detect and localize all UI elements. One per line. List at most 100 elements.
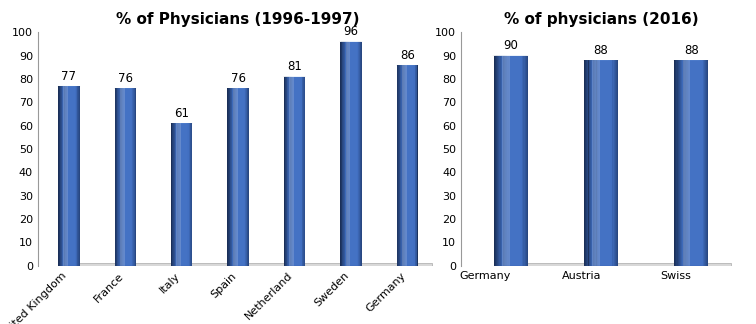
- Polygon shape: [284, 77, 285, 266]
- Polygon shape: [233, 88, 234, 266]
- Polygon shape: [358, 42, 359, 266]
- Polygon shape: [523, 56, 525, 266]
- Polygon shape: [287, 77, 288, 266]
- Polygon shape: [702, 60, 704, 266]
- Polygon shape: [677, 60, 679, 266]
- Polygon shape: [503, 56, 504, 266]
- Polygon shape: [115, 88, 116, 266]
- Polygon shape: [590, 60, 591, 266]
- Polygon shape: [118, 88, 119, 266]
- Polygon shape: [288, 77, 289, 266]
- Polygon shape: [584, 60, 585, 266]
- Polygon shape: [416, 65, 417, 266]
- Polygon shape: [284, 77, 285, 266]
- Polygon shape: [60, 86, 61, 266]
- Polygon shape: [502, 56, 510, 266]
- Polygon shape: [344, 42, 345, 266]
- Polygon shape: [173, 123, 174, 266]
- Polygon shape: [414, 65, 415, 266]
- Polygon shape: [403, 65, 404, 266]
- Polygon shape: [500, 56, 502, 266]
- Polygon shape: [399, 65, 400, 266]
- Polygon shape: [230, 88, 231, 266]
- Polygon shape: [119, 88, 120, 266]
- Polygon shape: [179, 123, 180, 266]
- Polygon shape: [361, 42, 362, 266]
- Polygon shape: [248, 88, 249, 266]
- Polygon shape: [192, 123, 193, 266]
- Polygon shape: [502, 56, 503, 266]
- Polygon shape: [342, 42, 343, 266]
- Polygon shape: [527, 56, 528, 266]
- Polygon shape: [704, 60, 705, 266]
- Polygon shape: [498, 56, 500, 266]
- Polygon shape: [188, 123, 189, 266]
- Polygon shape: [191, 123, 192, 266]
- Polygon shape: [177, 123, 178, 266]
- Polygon shape: [285, 77, 286, 266]
- Polygon shape: [485, 266, 731, 272]
- Polygon shape: [404, 65, 405, 266]
- Polygon shape: [402, 65, 403, 266]
- Polygon shape: [705, 60, 706, 266]
- Polygon shape: [171, 123, 172, 266]
- Polygon shape: [674, 60, 675, 266]
- Polygon shape: [615, 60, 616, 266]
- Polygon shape: [683, 60, 684, 266]
- Polygon shape: [63, 86, 64, 266]
- Polygon shape: [596, 60, 598, 266]
- Polygon shape: [115, 88, 116, 266]
- Polygon shape: [592, 60, 593, 266]
- Polygon shape: [584, 60, 585, 266]
- Polygon shape: [175, 123, 176, 266]
- Polygon shape: [289, 77, 290, 266]
- Polygon shape: [494, 56, 495, 266]
- Polygon shape: [681, 60, 682, 266]
- Polygon shape: [171, 123, 193, 266]
- Polygon shape: [121, 88, 122, 266]
- Polygon shape: [702, 60, 703, 266]
- Text: 88: 88: [593, 44, 609, 57]
- Polygon shape: [191, 123, 192, 266]
- Polygon shape: [496, 56, 497, 266]
- Polygon shape: [584, 60, 618, 266]
- Polygon shape: [359, 42, 360, 266]
- Polygon shape: [494, 56, 496, 266]
- Polygon shape: [233, 88, 237, 266]
- Polygon shape: [525, 56, 527, 266]
- Polygon shape: [291, 77, 292, 266]
- Polygon shape: [522, 56, 523, 266]
- Polygon shape: [614, 60, 615, 266]
- Polygon shape: [615, 60, 616, 266]
- Polygon shape: [174, 123, 175, 266]
- Polygon shape: [304, 77, 305, 266]
- Polygon shape: [228, 88, 249, 266]
- Polygon shape: [117, 88, 118, 266]
- Polygon shape: [706, 60, 708, 266]
- Polygon shape: [290, 77, 294, 266]
- Polygon shape: [683, 60, 690, 266]
- Polygon shape: [62, 86, 63, 266]
- Polygon shape: [134, 88, 135, 266]
- Polygon shape: [616, 60, 617, 266]
- Polygon shape: [617, 60, 618, 266]
- Polygon shape: [342, 42, 343, 266]
- Polygon shape: [61, 86, 62, 266]
- Polygon shape: [417, 65, 418, 266]
- Polygon shape: [684, 60, 686, 266]
- Polygon shape: [675, 60, 677, 266]
- Polygon shape: [247, 88, 248, 266]
- Polygon shape: [303, 77, 304, 266]
- Polygon shape: [292, 77, 293, 266]
- Polygon shape: [523, 56, 525, 266]
- Polygon shape: [189, 123, 190, 266]
- Polygon shape: [399, 65, 400, 266]
- Polygon shape: [585, 60, 586, 266]
- Polygon shape: [416, 65, 417, 266]
- Polygon shape: [135, 88, 136, 266]
- Polygon shape: [402, 65, 407, 266]
- Polygon shape: [496, 56, 497, 266]
- Polygon shape: [230, 88, 231, 266]
- Polygon shape: [686, 60, 688, 266]
- Text: 88: 88: [684, 44, 699, 57]
